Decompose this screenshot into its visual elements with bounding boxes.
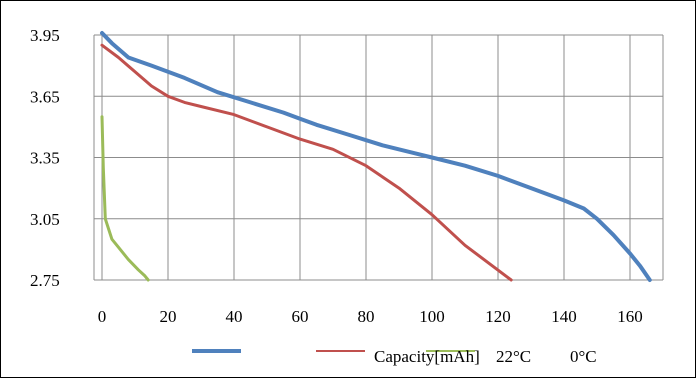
y-tick-label-4: 2.75 [30,271,60,290]
series-line-3 [100,115,150,282]
x-tick-label-4: 80 [358,307,375,326]
y-axis-tick-labels: 3.95 3.65 3.35 3.05 2.75 [30,26,60,290]
x-tick-label-8: 160 [617,307,643,326]
y-tick-label-3: 3.05 [30,210,60,229]
x-tick-label-3: 60 [292,307,309,326]
legend-label-0c: 0°C [570,347,597,366]
x-tick-label-2: 40 [226,307,243,326]
grid [93,34,664,281]
x-tick-label-0: 0 [98,307,107,326]
series-line-2 [100,43,513,282]
legend-label-22c: 22°C [496,347,531,366]
series-lines [100,31,652,282]
x-tick-label-1: 20 [160,307,177,326]
legend-label-axis: Capacity[mAh] [374,347,480,366]
x-axis-tick-labels: 0 20 40 60 80 100 120 140 160 [98,307,643,326]
series-line-1 [100,31,652,282]
x-tick-label-6: 120 [485,307,511,326]
y-tick-label-0: 3.95 [30,26,60,45]
x-tick-label-5: 100 [419,307,445,326]
y-tick-label-2: 3.35 [30,149,60,168]
x-tick-label-7: 140 [551,307,577,326]
y-tick-label-1: 3.65 [30,87,60,106]
legend: Capacity[mAh] 22°C 0°C [192,347,597,366]
